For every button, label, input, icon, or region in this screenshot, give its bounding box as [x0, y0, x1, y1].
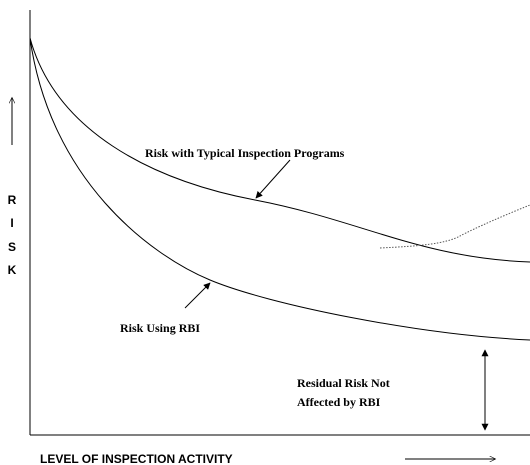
- typical-curve: [29, 37, 530, 263]
- rbi-label: Risk Using RBI: [120, 321, 200, 335]
- y-label: K: [8, 263, 17, 277]
- y-label: I: [10, 216, 13, 230]
- rbi-arrow: [184, 282, 211, 309]
- residual-label: Affected by RBI: [297, 395, 381, 409]
- typical-arrow: [255, 159, 291, 199]
- y-label: R: [8, 193, 17, 207]
- residual-label: Residual Risk Not: [297, 376, 390, 390]
- y-label: S: [8, 240, 16, 254]
- dotted-curve: [379, 204, 530, 249]
- rbi-curve: [29, 37, 530, 341]
- x-label: LEVEL OF INSPECTION ACTIVITY: [40, 452, 233, 465]
- typical-label: Risk with Typical Inspection Programs: [145, 146, 345, 160]
